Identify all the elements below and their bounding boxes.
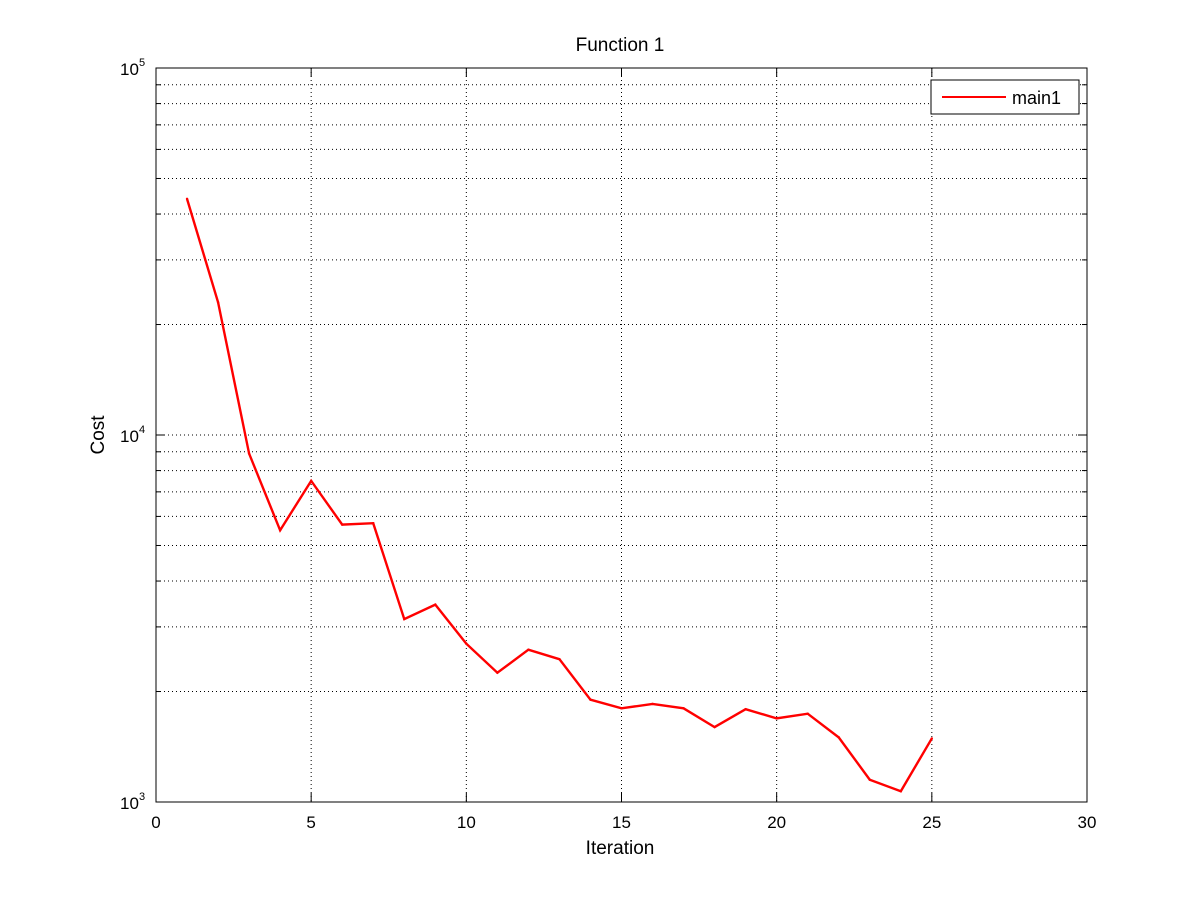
data-point xyxy=(930,737,934,740)
y-tick-label: 10 xyxy=(120,794,139,813)
data-point xyxy=(403,617,406,621)
data-point xyxy=(465,642,468,645)
data-point xyxy=(372,522,375,525)
data-point xyxy=(682,707,685,710)
data-point xyxy=(278,529,282,532)
data-point xyxy=(744,708,747,711)
x-tick-labels: 0 5 10 15 20 25 30 xyxy=(151,813,1096,832)
legend: main1 xyxy=(930,79,1080,115)
chart-title: Function 1 xyxy=(576,35,665,56)
data-point xyxy=(775,717,778,720)
data-point xyxy=(185,197,189,201)
x-tick-label: 20 xyxy=(767,813,786,832)
data-point xyxy=(527,648,530,651)
y-tick-label-exponent: 5 xyxy=(139,57,145,69)
x-tick-label: 15 xyxy=(612,813,631,832)
data-point xyxy=(558,657,561,661)
data-point xyxy=(496,671,499,674)
data-point xyxy=(589,698,592,701)
y-tick-label: 10 xyxy=(120,60,139,79)
data-point xyxy=(713,725,716,729)
data-point xyxy=(837,736,840,739)
data-point xyxy=(434,603,437,606)
x-tick-label: 25 xyxy=(922,813,941,832)
x-tick-label: 0 xyxy=(151,813,160,832)
y-tick-label-exponent: 4 xyxy=(139,424,145,436)
data-point xyxy=(620,707,623,710)
data-point xyxy=(651,702,654,706)
data-point xyxy=(868,778,871,781)
y-tick-label: 10 xyxy=(120,427,139,446)
data-point xyxy=(341,523,344,526)
data-point xyxy=(806,712,809,715)
x-axis-label: Iteration xyxy=(586,838,655,859)
y-axis-label: Cost xyxy=(88,415,109,455)
y-tick-label-exponent: 3 xyxy=(139,791,145,803)
data-point xyxy=(309,479,313,483)
x-tick-label: 30 xyxy=(1078,813,1097,832)
x-tick-label: 10 xyxy=(457,813,476,832)
data-point xyxy=(899,790,902,793)
data-point xyxy=(216,301,220,304)
data-point xyxy=(247,452,251,455)
series-layer xyxy=(185,197,934,793)
legend-label-main1: main1 xyxy=(1012,88,1061,108)
tick-marks xyxy=(155,67,1088,803)
x-tick-label: 5 xyxy=(306,813,315,832)
